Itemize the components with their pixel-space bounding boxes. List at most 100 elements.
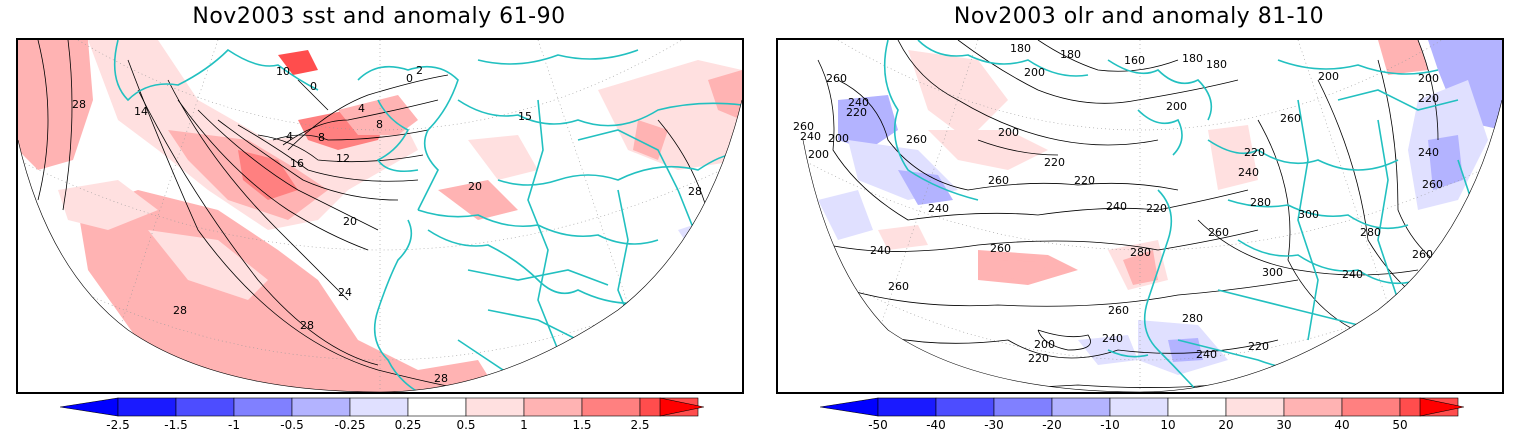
coastline — [883, 40, 979, 201]
contour-label: 260 — [1280, 112, 1301, 125]
coastline — [1337, 89, 1459, 111]
contour-label: 240 — [1106, 200, 1127, 213]
coastline — [1207, 139, 1399, 171]
coastline — [477, 49, 639, 65]
contour-label: 220 — [1146, 202, 1167, 215]
contour-label: 28 — [300, 319, 314, 332]
contour-label: 8 — [376, 118, 383, 131]
coastline — [427, 229, 659, 305]
contour-label: 300 — [1262, 266, 1283, 279]
colorbar-tick-label: 0.5 — [456, 418, 476, 432]
anomaly-region — [58, 180, 158, 230]
anomaly-region — [878, 225, 928, 250]
colorbar-tick-label: -50 — [868, 418, 888, 432]
contour-label: 28 — [72, 98, 86, 111]
anomaly-region — [708, 70, 742, 120]
colorbar-tick-label: 0.25 — [394, 418, 422, 432]
anomaly-region — [238, 150, 298, 200]
contour-label: 260 — [1412, 248, 1433, 261]
contour-label: 220 — [1248, 340, 1269, 353]
colorbar-tick-label: 1 — [520, 418, 528, 432]
colorbar-tick-label: 10 — [1160, 418, 1176, 432]
colorbar-tick-label: 50 — [1392, 418, 1408, 432]
contour-label: 180 — [1060, 48, 1081, 61]
contour-label: 260 — [1208, 226, 1229, 239]
coastline — [467, 269, 609, 286]
contour-label: 20 — [343, 215, 357, 228]
colorbar-tick-label: -0.25 — [334, 418, 366, 432]
coastline — [1217, 289, 1379, 331]
colorbar-tick-label: 30 — [1276, 418, 1292, 432]
anomaly-region — [338, 95, 418, 135]
contour-label: 240 — [928, 202, 949, 215]
coastline — [1137, 109, 1183, 156]
contour-label: 0 — [406, 72, 413, 85]
anomaly-region — [928, 130, 1048, 170]
coastline — [1377, 119, 1399, 301]
contour-label: 260 — [1422, 178, 1443, 191]
contour-label: 280 — [1182, 312, 1203, 325]
contour-label: 200 — [1318, 70, 1339, 83]
contour-label: 260 — [888, 280, 909, 293]
anomaly-region — [88, 40, 418, 230]
sst-anomaly-colorbar — [60, 397, 704, 417]
coastline — [1297, 99, 1319, 341]
contour-label: 20 — [468, 180, 482, 193]
left-panel-title: Nov2003 sst and anomaly 61-90 — [192, 4, 566, 29]
contour-label: 260 — [990, 242, 1011, 255]
coastline — [497, 153, 742, 186]
colorbar-tick-label: 40 — [1334, 418, 1350, 432]
coastline — [1237, 239, 1419, 285]
contour-label: 2 — [416, 64, 423, 77]
contour-label: 4 — [358, 102, 365, 115]
colorbar-tick-label: -10 — [1100, 418, 1120, 432]
contour-label: 200 — [808, 148, 829, 161]
contour-label: 220 — [1418, 92, 1439, 105]
contour-label: 220 — [846, 106, 867, 119]
colorbar-tick-label: -30 — [984, 418, 1004, 432]
anomaly-region — [908, 50, 1008, 140]
right-panel-title: Nov2003 olr and anomaly 81-10 — [953, 4, 1325, 29]
contour-label: 260 — [826, 72, 847, 85]
anomaly-region — [838, 95, 898, 150]
contour-label: 220 — [1028, 352, 1049, 365]
contour-label: 180 — [1206, 58, 1227, 71]
contour-label: 12 — [336, 152, 350, 165]
anomaly-region — [278, 50, 318, 75]
anomaly-region — [1428, 135, 1463, 190]
contour-label: 240 — [1102, 332, 1123, 345]
contour-label: 280 — [1130, 246, 1151, 259]
olr-anomaly-colorbar — [820, 397, 1464, 417]
anomaly-region — [148, 230, 268, 300]
coastline — [1107, 349, 1149, 358]
coastline — [917, 40, 1089, 77]
coastline — [113, 40, 319, 102]
contour-label: 200 — [998, 126, 1019, 139]
contour-label: 200 — [1418, 72, 1439, 85]
contour-label: 240 — [870, 244, 891, 257]
colorbar-tick-label: 1.5 — [572, 418, 592, 432]
contour-label: 160 — [1124, 54, 1145, 67]
anomaly-region — [998, 260, 1048, 280]
colorbar-tick-label: -1.5 — [164, 418, 188, 432]
contour-label: 240 — [1196, 348, 1217, 361]
contour-label: 4 — [286, 130, 293, 143]
contour-label: 28 — [434, 372, 448, 385]
contour-label: 200 — [1034, 338, 1055, 351]
contour-label: 28 — [688, 185, 702, 198]
coastline — [457, 99, 742, 127]
contour-label: 280 — [1250, 196, 1271, 209]
contour-label: 240 — [1342, 268, 1363, 281]
contour-label: 200 — [828, 132, 849, 145]
contour-label: 8 — [318, 131, 325, 144]
coastline — [527, 99, 559, 351]
anomaly-region — [468, 135, 538, 180]
contour-label: 28 — [173, 304, 187, 317]
anomaly-region — [633, 120, 668, 160]
anomaly-region — [18, 40, 93, 170]
anomaly-region — [1123, 250, 1158, 285]
colorbar-tick-label: -0.5 — [280, 418, 304, 432]
anomaly-region — [1208, 125, 1258, 190]
contour-label: 240 — [1418, 146, 1439, 159]
contour-label: 10 — [276, 65, 290, 78]
